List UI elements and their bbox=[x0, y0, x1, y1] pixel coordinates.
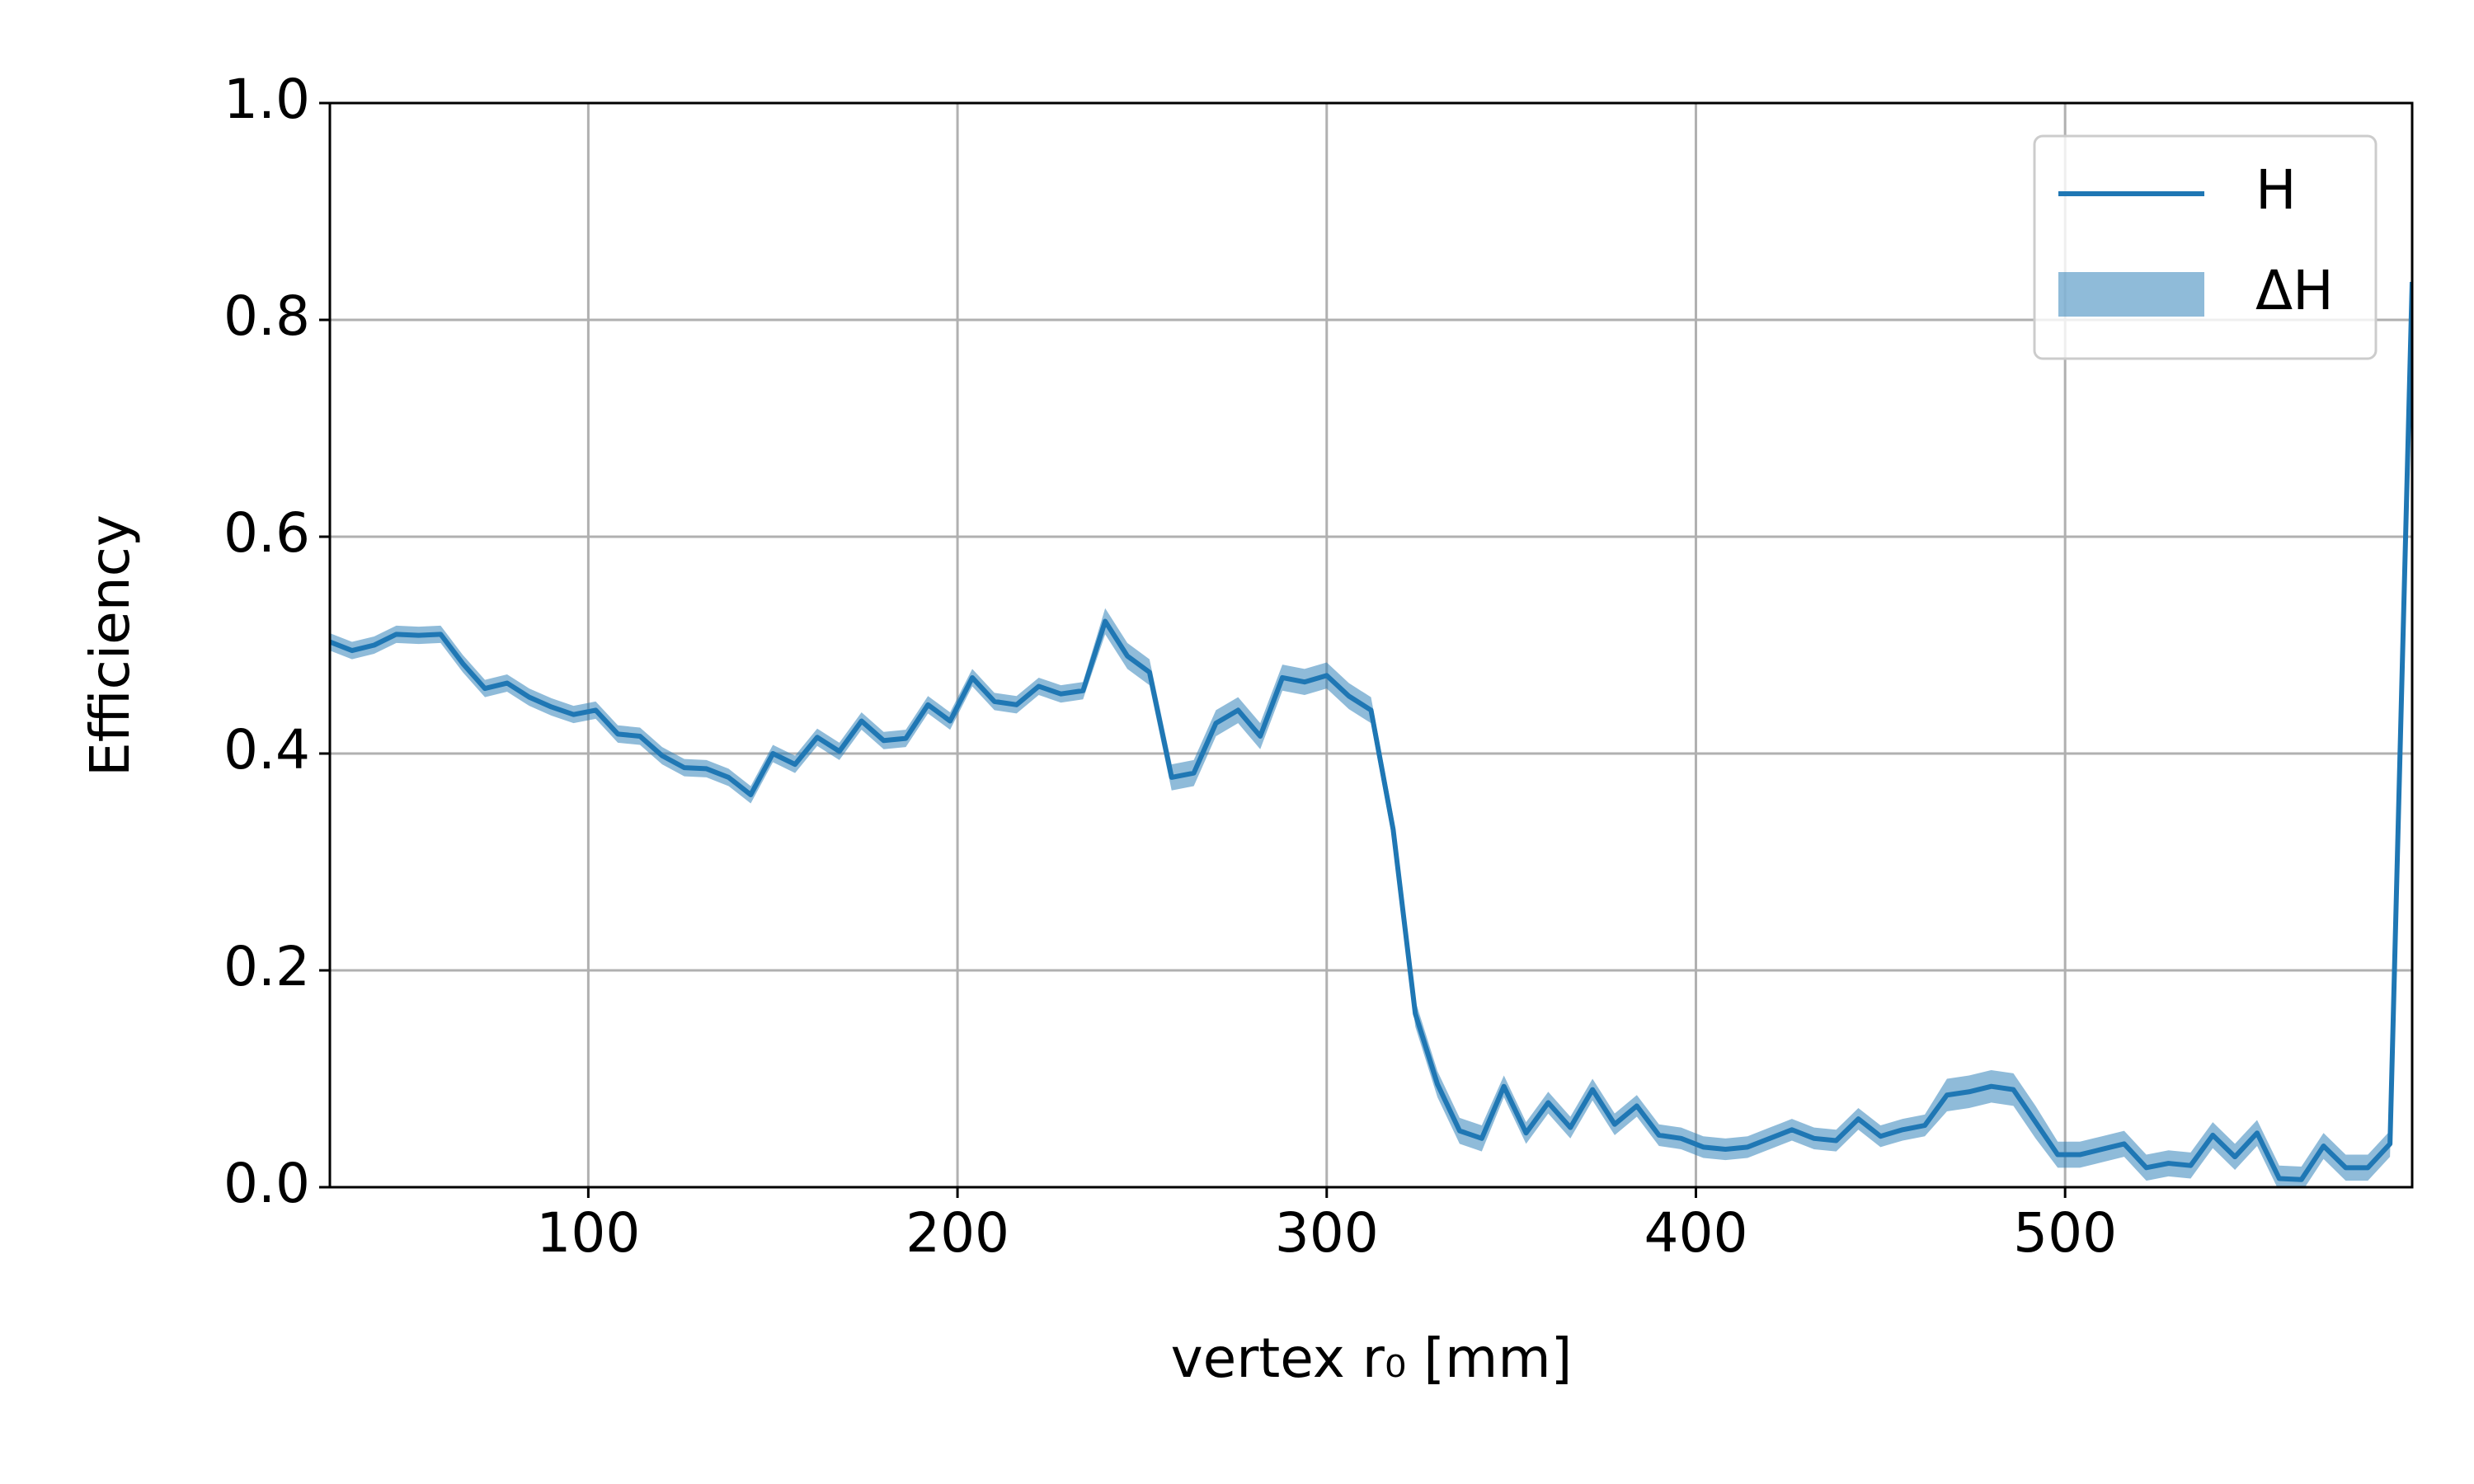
y-tick-label: 0.4 bbox=[223, 718, 310, 782]
y-tick-label: 1.0 bbox=[223, 68, 310, 131]
grid bbox=[330, 101, 2412, 1189]
x-tick-label: 100 bbox=[536, 1201, 640, 1265]
x-tick-label: 200 bbox=[905, 1201, 1009, 1265]
x-tick-label: 400 bbox=[1644, 1201, 1747, 1265]
x-tick-label: 300 bbox=[1275, 1201, 1379, 1265]
legend-box bbox=[2033, 134, 2378, 360]
x-tick-label: 500 bbox=[2013, 1201, 2117, 1265]
data-line bbox=[330, 281, 2412, 1182]
plot-area bbox=[330, 269, 2412, 1187]
axes-frame bbox=[328, 101, 2414, 1189]
legend-label: ΔH bbox=[2255, 259, 2334, 322]
y-tick-label: 0.2 bbox=[223, 935, 310, 998]
y-tick-label: 0.6 bbox=[223, 501, 310, 565]
legend: H ΔH bbox=[2033, 134, 2378, 360]
legend-label: H bbox=[2255, 158, 2297, 222]
x-axis-label: vertex r₀ [mm] bbox=[1171, 1327, 1573, 1390]
y-tick-label: 0.8 bbox=[223, 284, 310, 348]
y-tick-label: 0.0 bbox=[223, 1152, 310, 1215]
legend-patch bbox=[2058, 272, 2204, 317]
y-axis-label: Efficiency bbox=[78, 514, 142, 777]
ticks: 0.0 0.2 0.4 0.6 0.8 1.0 100 200 300 400 500 bbox=[223, 68, 2117, 1265]
